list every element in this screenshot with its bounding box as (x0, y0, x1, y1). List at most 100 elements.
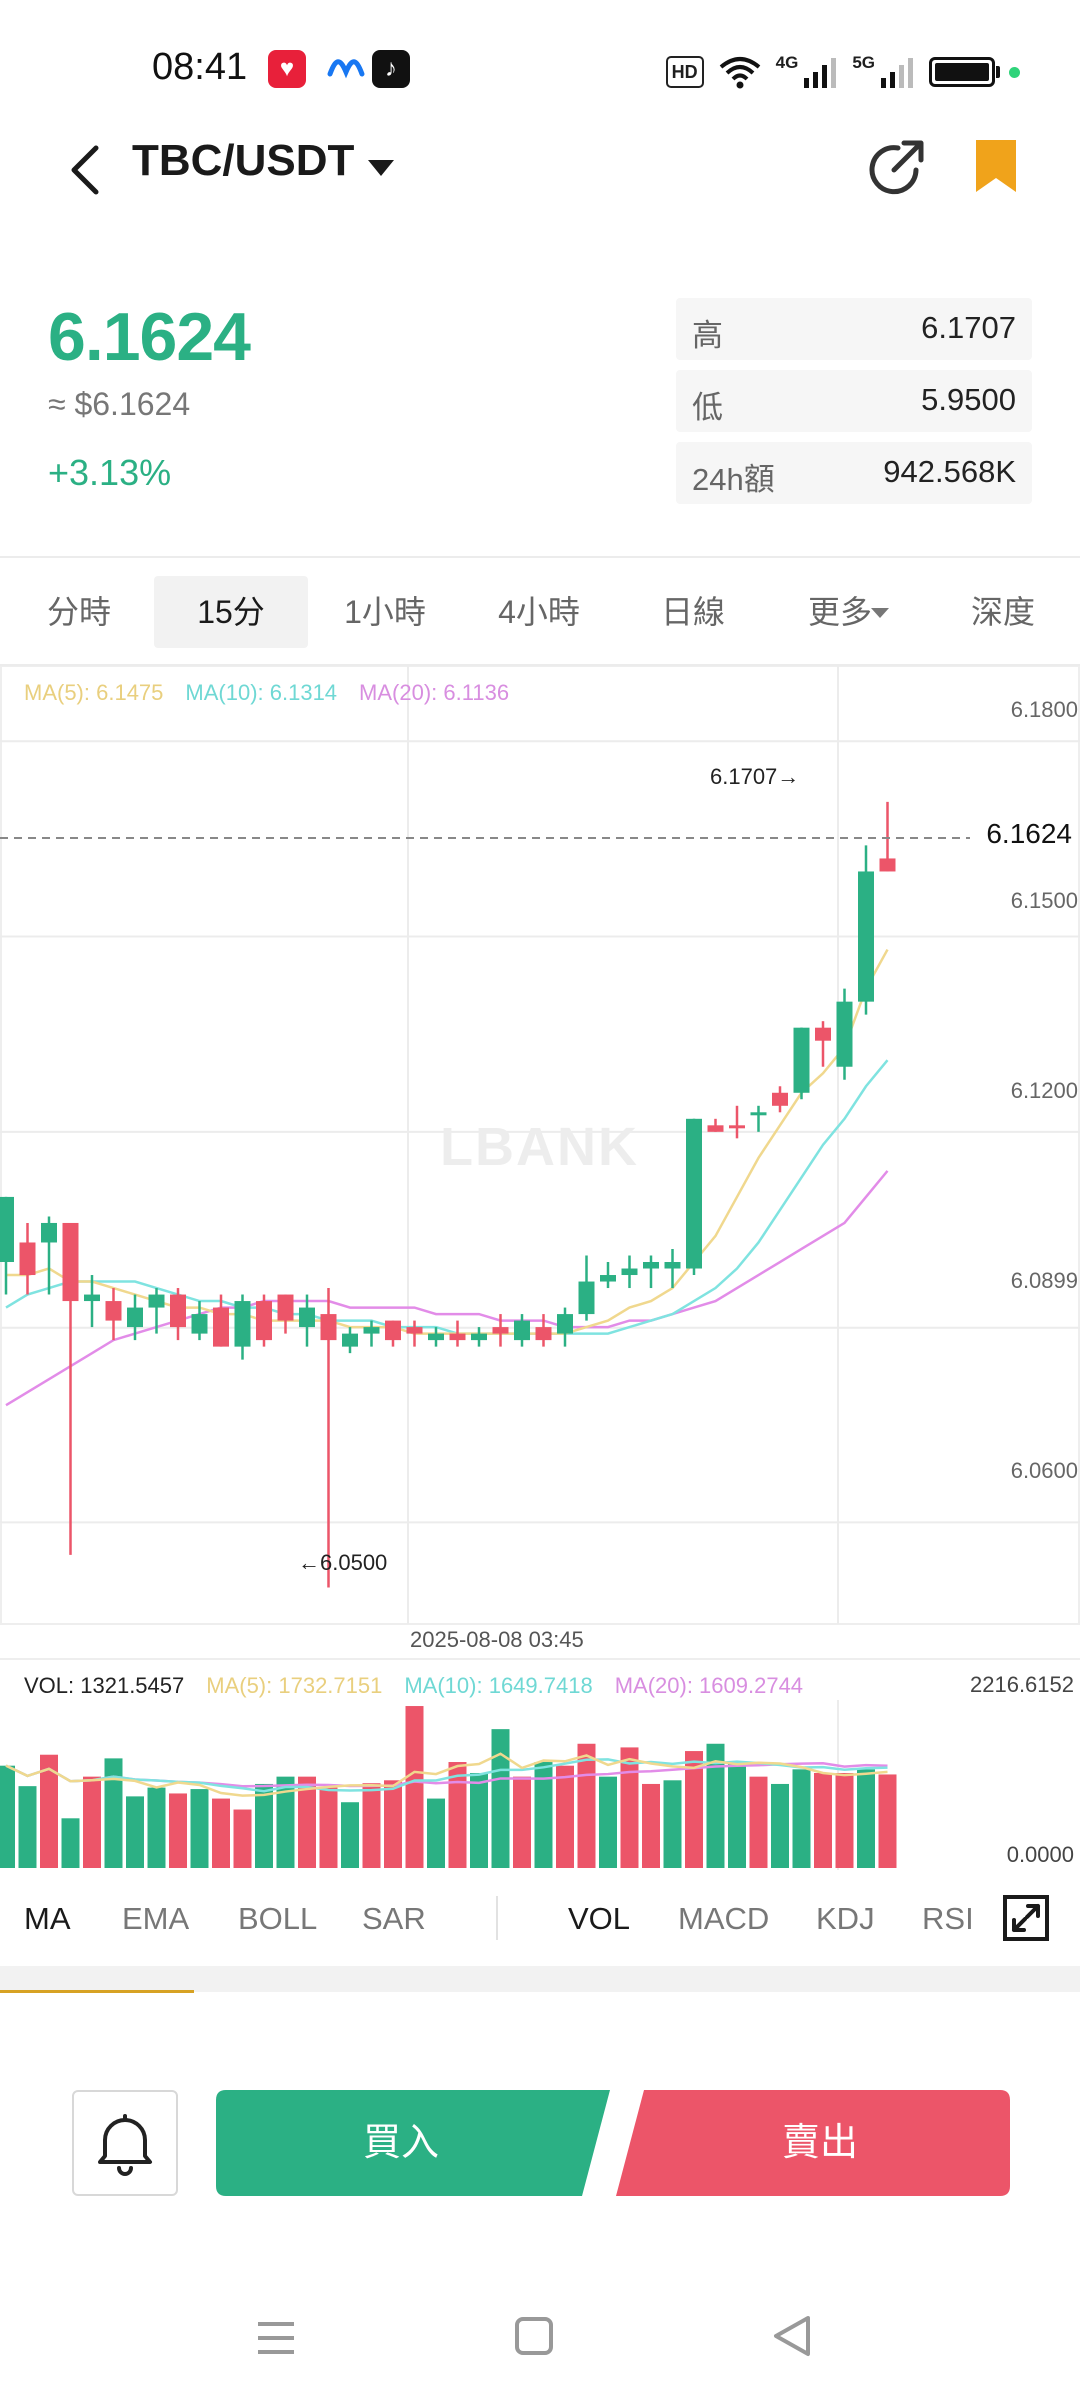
volume-bar (491, 1729, 510, 1868)
volume-chart[interactable] (0, 1700, 1080, 1870)
nav-back-icon[interactable] (772, 2314, 812, 2358)
tab-ema[interactable]: EMA (122, 1901, 190, 1936)
tab-ma[interactable]: MA (24, 1901, 71, 1936)
volume-bar (685, 1751, 703, 1868)
tab-4h[interactable]: 4小時 (498, 594, 580, 630)
volume-bar (642, 1783, 660, 1868)
sell-label: 賣出 (781, 2122, 858, 2164)
candle-body (793, 1027, 810, 1093)
volume-bar (319, 1787, 338, 1868)
volume-bar (147, 1787, 166, 1868)
volume-bar (427, 1798, 445, 1868)
pair-title[interactable]: TBC/USDT (132, 136, 355, 185)
divider (0, 664, 1080, 666)
volume-bar (362, 1783, 381, 1868)
network-5g-label: 5G (852, 53, 875, 72)
candle-body (664, 1262, 681, 1269)
current-price-tag: 6.1624 (982, 818, 1076, 850)
volume-bar (126, 1796, 144, 1868)
price-change-percent: +3.13% (48, 452, 172, 493)
divider (496, 1896, 498, 1940)
bell-icon (98, 2114, 152, 2176)
candle-body (643, 1262, 659, 1269)
tab-15m[interactable]: 15分 (154, 576, 308, 648)
candle-body (256, 1301, 272, 1341)
y-axis-label: 6.0899 (1010, 1268, 1078, 1293)
volume-bar (470, 1772, 488, 1868)
candle-body (406, 1327, 423, 1334)
buy-label: 買入 (362, 2122, 439, 2164)
privacy-indicator-dot (1009, 66, 1020, 78)
volume-min-label: 0.0000 (1006, 1842, 1074, 1867)
candle-body (600, 1275, 616, 1282)
volume-bar (190, 1789, 209, 1868)
tab-macd[interactable]: MACD (678, 1901, 770, 1936)
recent-apps-icon[interactable] (254, 2318, 298, 2358)
more-chevron-down-icon[interactable] (870, 606, 890, 620)
vol-ma5-legend: MA(5): 1732.7151 (206, 1673, 383, 1698)
candlestick-chart[interactable] (0, 666, 1080, 1666)
candle-body (557, 1314, 573, 1334)
candle-body (105, 1301, 122, 1321)
volume-bar (83, 1776, 101, 1868)
candle-body (277, 1294, 294, 1321)
volume-bar (341, 1802, 359, 1868)
y-axis-label: 6.1200 (1010, 1078, 1078, 1103)
price-alert-button[interactable] (72, 2090, 178, 2196)
candle-body (385, 1320, 401, 1341)
tab-boll[interactable]: BOLL (238, 1901, 318, 1936)
status-time: 08:41 (152, 46, 248, 88)
volume-bar (233, 1809, 252, 1868)
candle-body (428, 1333, 444, 1341)
tab-more[interactable]: 更多 (807, 594, 872, 630)
crosshair-time-label: 2025-08-08 03:45 (410, 1627, 584, 1652)
volume-bar (749, 1776, 768, 1868)
sell-button[interactable]: 賣出 (616, 2090, 1010, 2196)
candle-body (299, 1307, 315, 1328)
back-arrow-icon[interactable] (66, 140, 106, 200)
share-icon[interactable] (864, 136, 928, 200)
candle-body (836, 1001, 853, 1067)
wifi-icon (719, 57, 760, 89)
candle-body (815, 1027, 831, 1041)
volume-bar (513, 1776, 531, 1868)
candle-body (492, 1327, 509, 1334)
candle-body (879, 858, 896, 872)
vol-ma10-legend: MA(10): 1649.7418 (404, 1673, 593, 1698)
chevron-down-icon[interactable] (366, 158, 396, 178)
candle-body (41, 1222, 57, 1243)
candle-body (686, 1118, 702, 1269)
bookmark-icon[interactable] (974, 138, 1018, 194)
volume-bar (771, 1783, 789, 1868)
tab-depth[interactable]: 深度 (970, 594, 1035, 630)
tab-daily[interactable]: 日線 (660, 594, 725, 630)
tab-vol[interactable]: VOL (568, 1901, 631, 1936)
home-icon[interactable] (514, 2316, 554, 2356)
volume-bar (728, 1762, 746, 1868)
volume-bar (405, 1706, 424, 1868)
candle-body (342, 1333, 358, 1347)
indicator-tabs: MA EMA BOLL SAR VOL MACD KDJ RSI (0, 1876, 1080, 1962)
candle-body (0, 1196, 14, 1263)
candle-body (84, 1294, 100, 1302)
fullscreen-icon[interactable] (1002, 1894, 1050, 1942)
volume-bar (255, 1783, 273, 1868)
tab-timeline[interactable]: 分時 (46, 594, 111, 630)
tab-kdj[interactable]: KDJ (816, 1901, 875, 1936)
watermark-logo: LBANK (440, 1117, 639, 1177)
buy-button[interactable]: 買入 (216, 2090, 610, 2196)
tab-rsi[interactable]: RSI (922, 1901, 974, 1936)
candle-body (234, 1301, 251, 1347)
stat-high-value: 6.1707 (921, 310, 1016, 345)
tab-sar[interactable]: SAR (362, 1901, 426, 1936)
candle-body (363, 1327, 380, 1334)
signal-4g-icon (804, 58, 837, 88)
volume-bar (835, 1772, 854, 1868)
volume-bar (534, 1762, 553, 1868)
candle-body (127, 1307, 143, 1328)
battery-icon (929, 57, 1000, 87)
tab-1h[interactable]: 1小時 (344, 594, 426, 630)
ma-legend: MA(5): 6.1475 MA(10): 6.1314 MA(20): 6.113… (24, 680, 531, 706)
signal-5g-icon (881, 58, 913, 88)
volume-bar (384, 1780, 402, 1868)
